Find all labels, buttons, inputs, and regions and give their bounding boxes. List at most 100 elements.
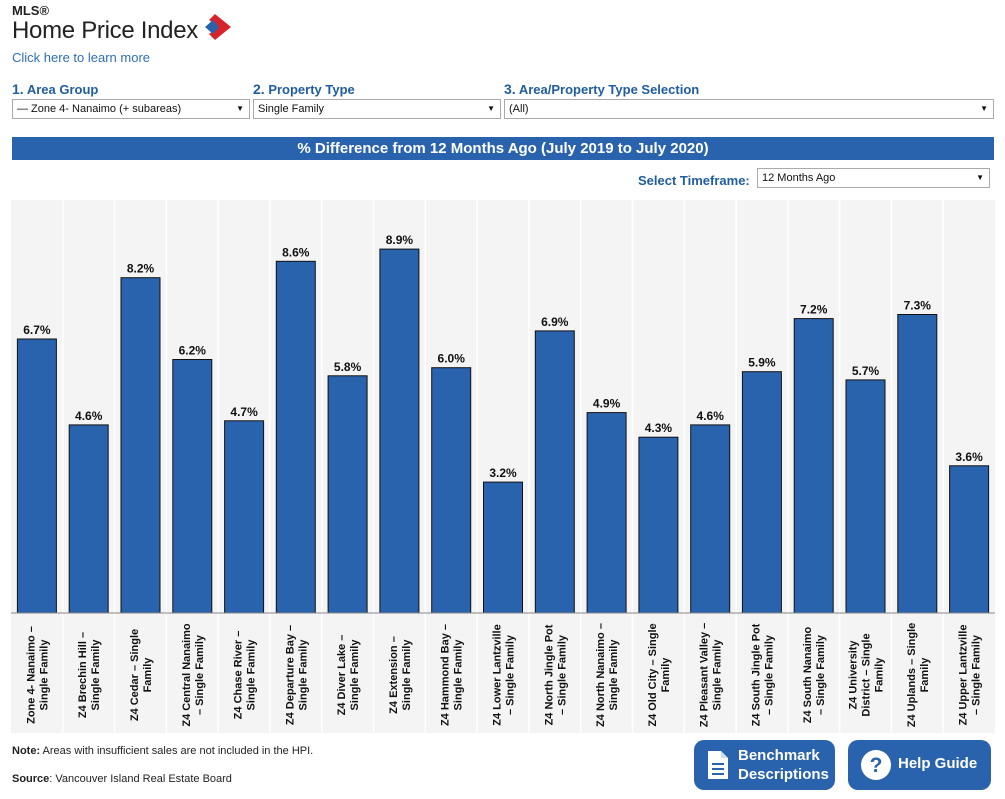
category-label-line: Single Family <box>246 639 258 711</box>
benchmark-descriptions-button[interactable]: Benchmark Descriptions <box>694 740 835 790</box>
category-label: Z4 South Nanaimo– Single Family <box>802 626 827 723</box>
category-label: Z4 Chase River –Single Family <box>233 631 258 720</box>
category-label-line: Z4 Central Nanaimo <box>181 623 193 727</box>
category-label-line: Z4 Cedar – Single <box>129 629 141 721</box>
chevron-down-icon: ▼ <box>487 104 495 113</box>
bar-value-label: 4.6% <box>697 409 725 423</box>
category-label-line: Z4 Old City – Single <box>647 623 659 726</box>
bar-value-label: 4.7% <box>230 405 258 419</box>
chevron-down-icon: ▼ <box>236 104 244 113</box>
category-label: Z4 Pleasant Valley –Single Family <box>699 623 724 728</box>
bar[interactable] <box>586 412 627 614</box>
timeframe-select[interactable]: 12 Months Ago ▼ <box>757 168 990 188</box>
category-label-line: Z4 Extension – <box>388 636 400 714</box>
bar[interactable] <box>793 318 834 614</box>
bar[interactable] <box>483 481 523 614</box>
category-label-line: Z4 Diver Lake – <box>336 635 348 716</box>
category-label-line: Single Family <box>712 639 724 711</box>
chevron-down-icon: ▼ <box>976 173 984 182</box>
timeframe-label: Select Timeframe: <box>638 173 750 188</box>
bar-value-label: 3.6% <box>955 450 983 464</box>
category-label: Z4 Brechin Hill –Single Family <box>77 632 102 718</box>
category-label-line: – Single Family <box>763 634 775 715</box>
chevron-down-icon: ▼ <box>980 104 988 113</box>
chart-banner-title: % Difference from 12 Months Ago (July 20… <box>12 137 994 160</box>
category-label-line: Z4 Chase River – <box>233 631 245 720</box>
bar[interactable] <box>690 424 731 614</box>
bar-value-label: 6.9% <box>541 315 569 329</box>
logo-mls-text: MLS® <box>12 3 50 18</box>
category-label: Z4 Upper Lantzville– Single Family <box>958 625 983 726</box>
bar[interactable] <box>431 367 472 614</box>
category-label-line: – Single Family <box>815 634 827 715</box>
logo-diamond-icon <box>205 14 231 40</box>
property-type-select[interactable]: Single Family ▼ <box>253 99 501 119</box>
category-label: Z4 North Jingle Pot– Single Family <box>543 624 568 725</box>
category-label: Z4 Old City – SingleFamily <box>647 623 672 726</box>
area-property-selection-select[interactable]: (All) ▼ <box>504 99 994 119</box>
category-label: Z4 Cedar – SingleFamily <box>129 629 154 721</box>
category-label-line: – Single Family <box>194 634 206 715</box>
category-label-line: Z4 South Nanaimo <box>802 626 814 723</box>
question-icon: ? <box>861 750 891 780</box>
category-label: Z4 North Nanaimo –Single Family <box>595 623 620 727</box>
category-label: Z4 UniversityDistrict – SingleFamily <box>848 633 886 716</box>
footer-source: Source: Vancouver Island Real Estate Boa… <box>12 773 232 785</box>
category-label-line: Single Family <box>401 639 413 711</box>
bar[interactable] <box>897 314 938 614</box>
bar[interactable] <box>327 375 368 614</box>
bar[interactable] <box>172 359 213 614</box>
bar-value-label: 7.2% <box>800 303 828 317</box>
bar[interactable] <box>845 379 886 614</box>
bar[interactable] <box>534 330 575 614</box>
bar[interactable] <box>16 338 57 614</box>
bar[interactable] <box>68 424 109 614</box>
bar[interactable] <box>224 420 265 614</box>
bar-value-label: 4.6% <box>75 409 103 423</box>
category-label: Z4 South Jingle Pot– Single Family <box>750 623 775 726</box>
bar-value-label: 5.9% <box>748 356 776 370</box>
category-label-line: Family <box>919 657 931 693</box>
bar[interactable] <box>949 465 990 614</box>
bar-value-label: 8.6% <box>282 245 310 259</box>
category-label: Z4 Departure Bay –Single Family <box>284 625 309 725</box>
area-group-select[interactable]: — Zone 4- Nanaimo (+ subareas) ▼ <box>12 99 250 119</box>
bar[interactable] <box>379 248 420 614</box>
category-label-line: Z4 Brechin Hill – <box>77 632 89 718</box>
document-icon <box>708 751 728 779</box>
help-guide-label: Help Guide <box>898 755 978 772</box>
bar[interactable] <box>120 277 161 614</box>
category-label-line: Single Family <box>90 639 102 711</box>
category-label-line: Z4 North Jingle Pot <box>543 624 555 725</box>
category-label-line: Z4 Upper Lantzville <box>958 625 970 726</box>
bar-value-label: 8.2% <box>127 262 155 276</box>
category-label-line: – Single Family <box>556 634 568 715</box>
category-label-line: Family <box>874 657 886 693</box>
help-guide-button[interactable]: ? Help Guide <box>848 740 991 790</box>
bar-value-label: 5.7% <box>852 364 880 378</box>
mls-hpi-logo: MLS® Home Price Index <box>12 4 198 44</box>
category-label-line: – Single Family <box>971 634 983 715</box>
bar-value-label: 6.7% <box>23 323 51 337</box>
area-group-label: 1. Area Group <box>12 81 99 97</box>
bar[interactable] <box>638 436 679 614</box>
category-label-line: Z4 Uplands – Single <box>906 623 918 728</box>
bar[interactable] <box>741 371 782 614</box>
category-label-line: Family <box>660 657 672 693</box>
bar-value-label: 5.8% <box>334 360 362 374</box>
category-label-line: Single Family <box>349 639 361 711</box>
category-label: Z4 Diver Lake –Single Family <box>336 635 361 716</box>
logo-title-text: Home Price Index <box>12 17 198 44</box>
category-label-line: Z4 Hammond Bay – <box>440 624 452 726</box>
category-label-line: Family <box>142 657 154 693</box>
category-label-line: Z4 Pleasant Valley – <box>699 623 711 728</box>
category-label-line: – Single Family <box>505 634 517 715</box>
category-label-line: Zone 4- Nanaimo – <box>25 626 37 724</box>
category-label-line: Z4 Lower Lantzville <box>492 624 504 725</box>
category-label: Z4 Central Nanaimo– Single Family <box>181 623 206 727</box>
bar[interactable] <box>275 260 316 614</box>
svg-text:?: ? <box>870 754 883 777</box>
property-type-label: 2. Property Type <box>253 81 355 97</box>
learn-more-link[interactable]: Click here to learn more <box>12 50 150 65</box>
category-label-line: Z4 South Jingle Pot <box>750 623 762 726</box>
